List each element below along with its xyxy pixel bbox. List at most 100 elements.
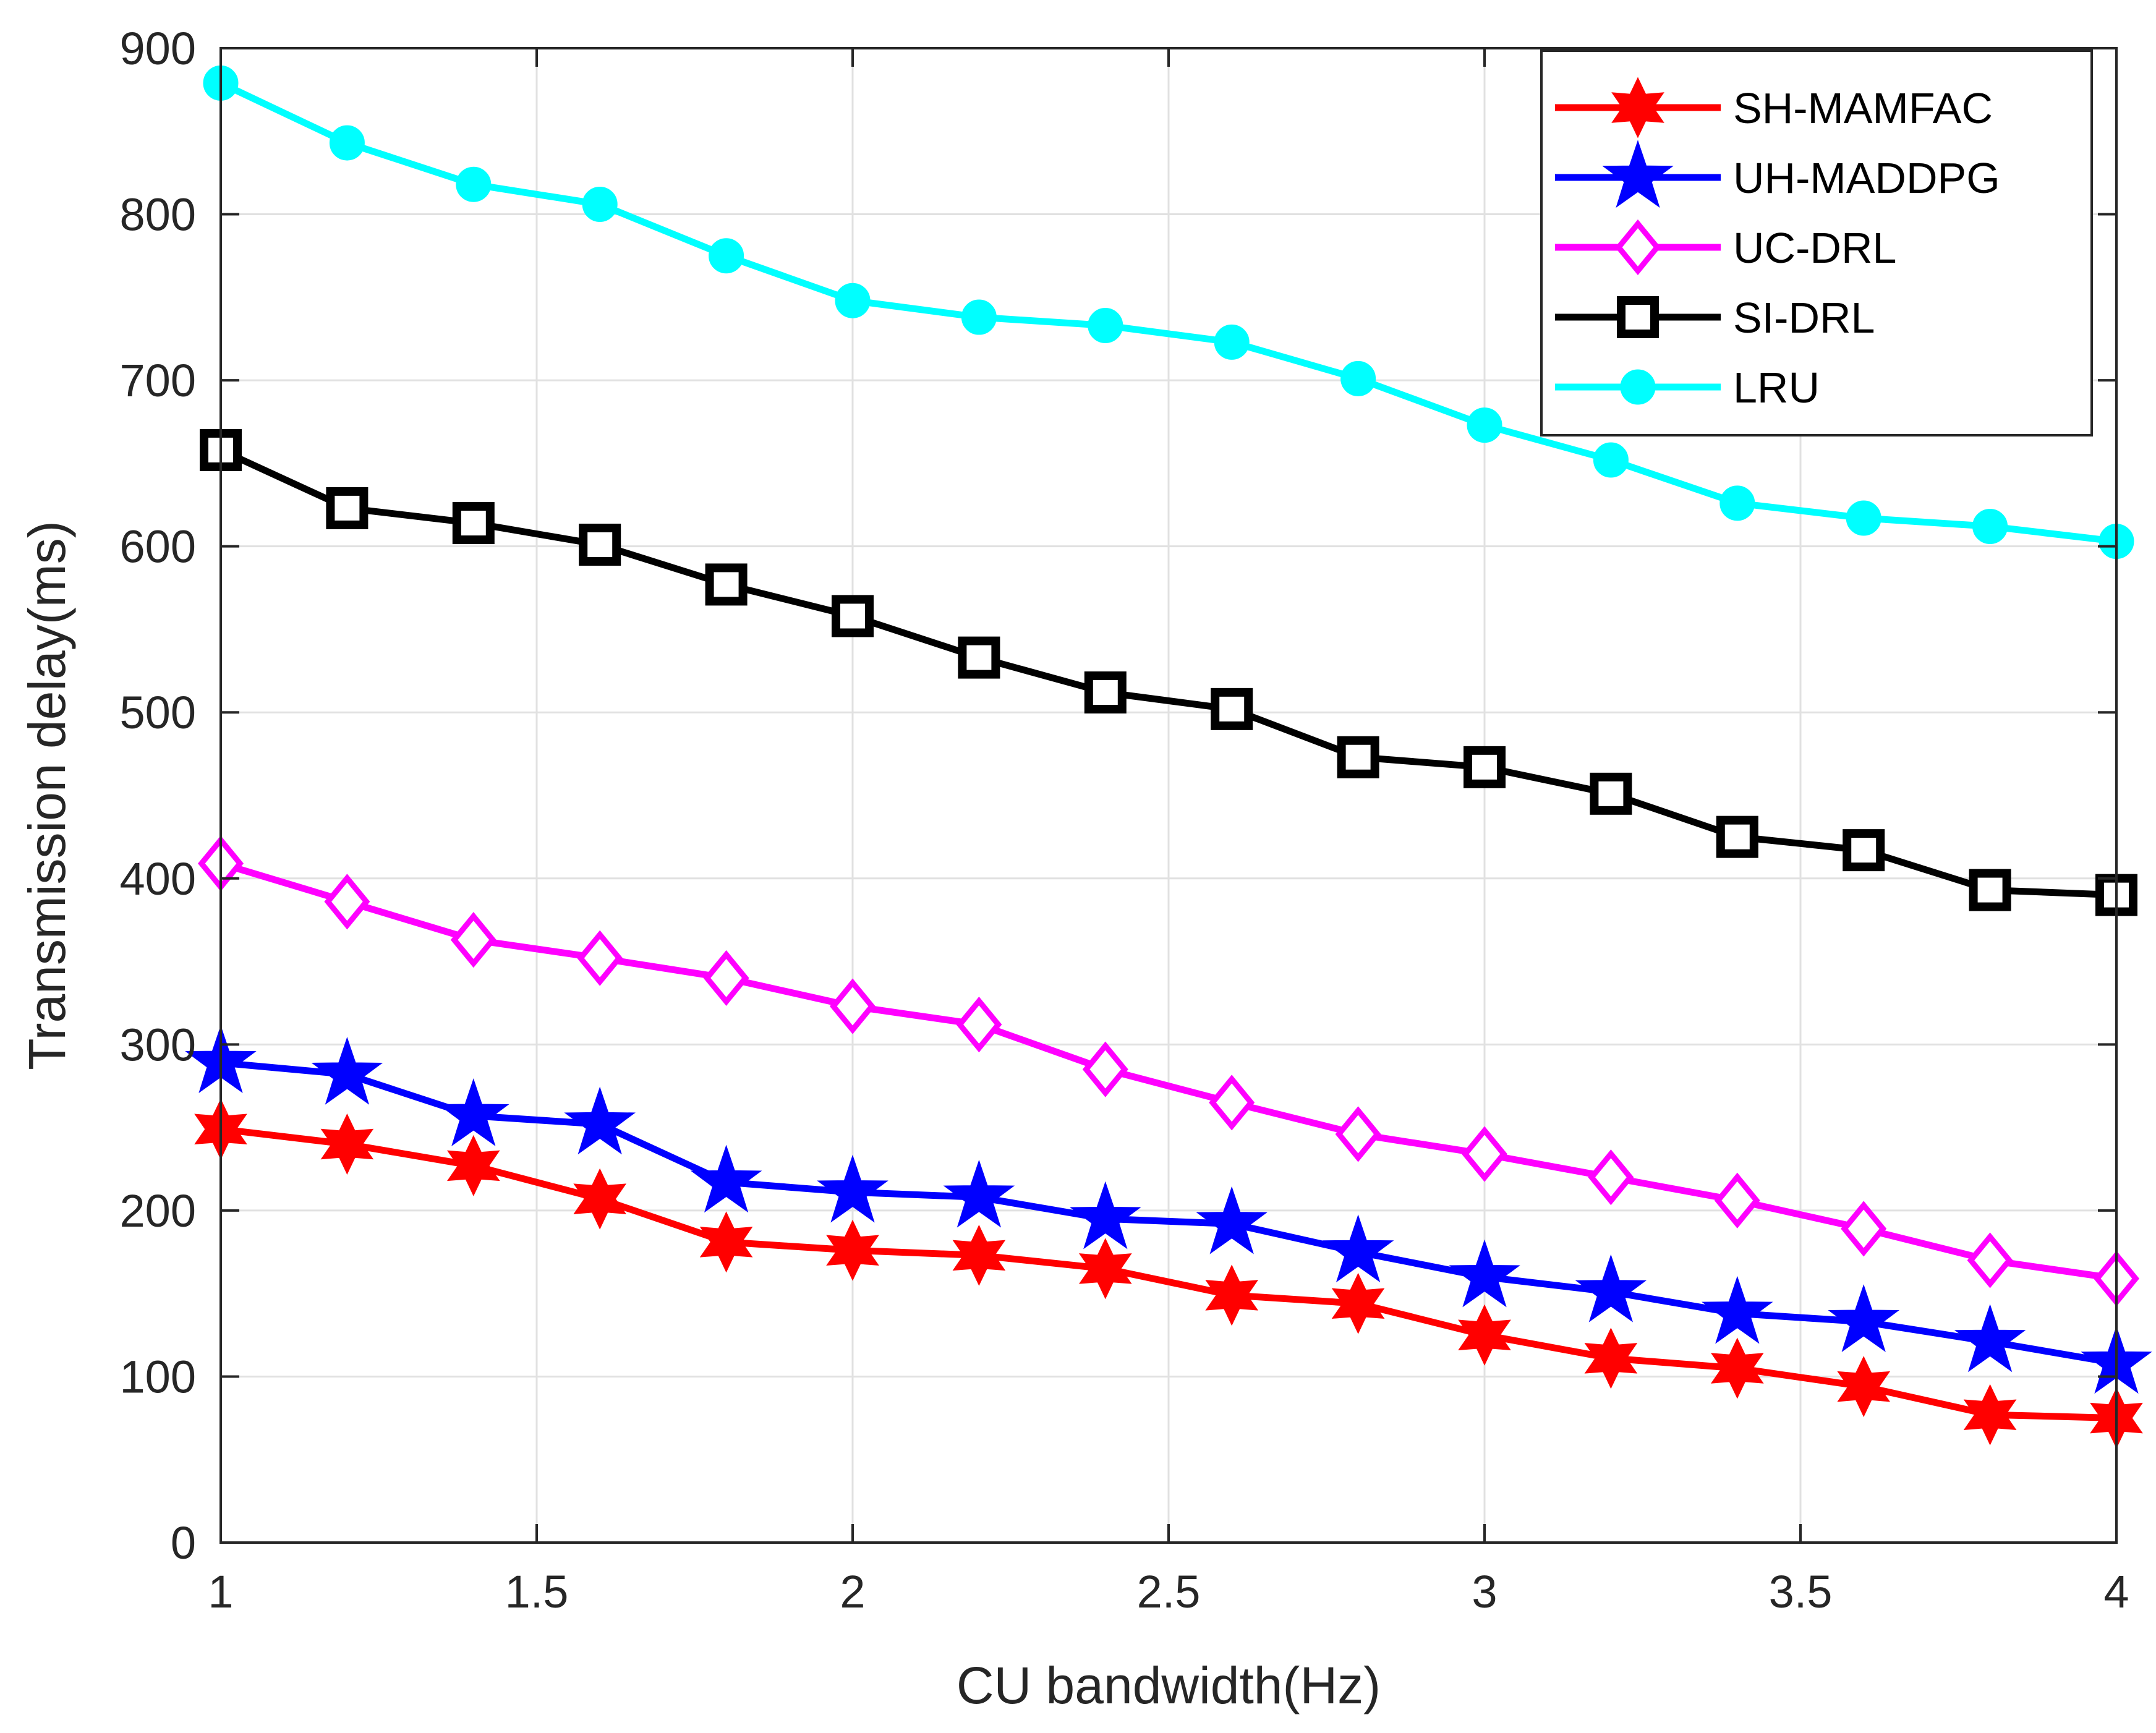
y-tick-label: 200 xyxy=(120,1185,196,1237)
legend-label: UH-MADDPG xyxy=(1733,154,2000,202)
legend-item: UC-DRL xyxy=(1555,219,1896,276)
x-axis-title: CU bandwidth(Hz) xyxy=(957,1656,1381,1714)
data-point-marker xyxy=(1590,772,1632,815)
data-point-marker xyxy=(703,950,749,1007)
data-point-marker xyxy=(1209,1075,1255,1131)
x-tick-label: 1.5 xyxy=(505,1566,569,1617)
data-point-marker xyxy=(1584,1327,1638,1389)
data-point-marker xyxy=(1196,1186,1268,1254)
data-point-marker xyxy=(826,1219,879,1281)
legend: SH-MAMFAC UH-MADDPG UC-DRL SI-DRL LRU xyxy=(1540,49,2093,436)
series-uc-drl xyxy=(198,835,2139,1307)
data-point-marker xyxy=(1719,485,1755,521)
data-point-marker xyxy=(1716,815,1758,858)
data-point-marker xyxy=(324,874,370,930)
data-point-marker xyxy=(450,912,496,968)
data-point-marker xyxy=(1837,1356,1891,1418)
series-line xyxy=(219,860,2117,1282)
data-point-marker xyxy=(329,125,365,161)
data-point-marker xyxy=(452,502,495,545)
x-tick-label: 2.5 xyxy=(1137,1566,1201,1617)
x-tick-label: 2 xyxy=(840,1566,865,1617)
data-point-marker xyxy=(1462,1126,1507,1182)
data-point-marker xyxy=(564,1086,636,1155)
data-point-marker xyxy=(817,1154,888,1223)
legend-marker xyxy=(1615,219,1661,276)
legend-label: SH-MAMFAC xyxy=(1733,84,1993,132)
data-point-marker xyxy=(1214,324,1250,360)
data-point-marker xyxy=(456,166,492,202)
series-line xyxy=(219,80,2117,545)
data-point-marker xyxy=(952,1224,1006,1286)
legend-item: LRU xyxy=(1555,364,1820,412)
legend-label: LRU xyxy=(1733,364,1820,412)
data-point-marker xyxy=(1575,1254,1647,1322)
series-line xyxy=(219,446,2117,899)
data-point-marker xyxy=(1331,1272,1385,1334)
series-line xyxy=(220,1059,2117,1367)
data-point-marker xyxy=(1714,1172,1760,1228)
data-point-marker xyxy=(1967,1232,2013,1288)
x-tick-label: 3.5 xyxy=(1769,1566,1833,1617)
y-tick-label: 400 xyxy=(120,853,196,905)
y-tick-label: 0 xyxy=(171,1517,196,1569)
series-line xyxy=(220,1125,2117,1422)
data-point-marker xyxy=(961,299,997,335)
data-point-marker xyxy=(1710,1337,1764,1399)
data-point-marker xyxy=(690,1144,762,1213)
y-axis-title: Transmission delay(ms) xyxy=(18,521,76,1070)
data-point-marker xyxy=(1841,1201,1887,1257)
data-point-marker xyxy=(1969,869,2011,911)
data-point-marker xyxy=(1082,1041,1128,1097)
data-point-marker xyxy=(1593,442,1629,478)
data-point-marker xyxy=(1449,1239,1520,1308)
data-point-marker xyxy=(1458,1304,1511,1366)
data-point-marker xyxy=(1084,671,1127,713)
data-point-marker xyxy=(699,1211,753,1273)
legend-marker xyxy=(1617,296,1659,338)
data-point-marker xyxy=(1843,829,1885,872)
data-point-marker xyxy=(1963,1384,2017,1446)
data-point-marker xyxy=(311,1037,383,1105)
data-point-marker xyxy=(1588,1149,1634,1206)
data-point-marker xyxy=(326,487,369,529)
y-tick-label: 300 xyxy=(120,1019,196,1070)
x-tick-label: 4 xyxy=(2103,1566,2129,1617)
y-tick-label: 900 xyxy=(120,23,196,74)
data-point-marker xyxy=(709,238,744,274)
data-point-marker xyxy=(1972,508,2008,544)
data-point-marker xyxy=(1340,360,1376,396)
data-point-marker xyxy=(1205,1264,1259,1326)
data-point-marker xyxy=(579,523,621,566)
data-point-marker xyxy=(320,1113,374,1175)
legend-marker xyxy=(1611,77,1664,138)
ticks: 1 1.5 2 2.5 3 3.5 4 0 100 200 300 400 500 600 700 800 90… xyxy=(120,23,2129,1617)
data-point-marker xyxy=(1464,746,1506,788)
legend-marker xyxy=(1620,369,1656,405)
data-point-marker xyxy=(582,186,618,222)
data-point-marker xyxy=(943,1159,1015,1228)
data-point-marker xyxy=(1702,1275,1773,1344)
data-point-marker xyxy=(438,1078,509,1146)
data-point-marker xyxy=(1322,1214,1394,1283)
data-point-marker xyxy=(1078,1238,1132,1300)
legend-item: UH-MADDPG xyxy=(1555,140,2000,208)
x-tick-label: 3 xyxy=(1472,1566,1497,1617)
data-point-marker xyxy=(958,636,1000,679)
legend-marker xyxy=(1602,140,1674,208)
data-point-marker xyxy=(1846,500,1881,536)
data-point-marker xyxy=(446,1135,500,1196)
y-tick-label: 500 xyxy=(120,687,196,738)
data-point-marker xyxy=(956,997,1002,1053)
data-point-marker xyxy=(1337,736,1379,778)
legend-label: UC-DRL xyxy=(1733,224,1896,272)
data-point-marker xyxy=(577,930,623,986)
data-point-marker xyxy=(835,283,871,318)
data-point-marker xyxy=(1211,688,1253,730)
data-point-marker xyxy=(1828,1284,1899,1352)
data-point-marker xyxy=(1070,1181,1141,1250)
y-tick-label: 600 xyxy=(120,521,196,573)
data-point-marker xyxy=(1467,407,1502,443)
